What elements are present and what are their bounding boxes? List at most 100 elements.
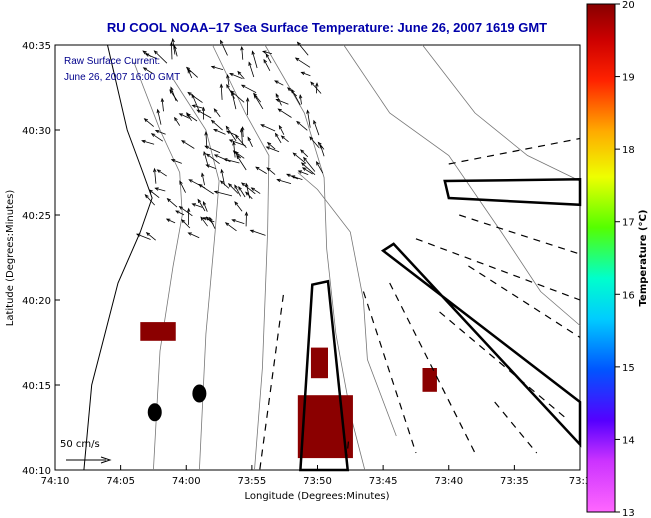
current-arrow bbox=[266, 146, 280, 153]
current-arrow-head bbox=[187, 232, 192, 236]
current-arrow bbox=[241, 182, 256, 195]
current-arrow bbox=[232, 219, 245, 224]
x-tick-label: 74:10 bbox=[41, 476, 70, 487]
current-arrow-head bbox=[300, 71, 305, 76]
current-arrow-head bbox=[201, 106, 206, 111]
current-arrow bbox=[206, 153, 220, 165]
current-arrow-head bbox=[142, 67, 148, 71]
current-arrow bbox=[149, 189, 160, 199]
current-arrow bbox=[203, 201, 208, 212]
current-arrow bbox=[187, 69, 193, 79]
current-arrow-head bbox=[187, 91, 192, 96]
current-arrow bbox=[186, 113, 198, 122]
current-arrow bbox=[201, 173, 205, 186]
current-arrow bbox=[225, 126, 237, 142]
current-arrow bbox=[154, 50, 168, 64]
contour-line bbox=[343, 44, 581, 326]
current-arrow-head bbox=[204, 131, 208, 136]
current-arrow bbox=[179, 206, 193, 217]
current-arrow bbox=[300, 149, 309, 158]
current-arrow bbox=[238, 186, 246, 198]
current-arrow bbox=[227, 74, 230, 86]
colorbar-label: Temperature (°C) bbox=[638, 210, 649, 307]
current-arrow-head bbox=[265, 53, 270, 58]
current-arrow bbox=[316, 83, 318, 94]
current-arrow-head bbox=[135, 233, 141, 237]
x-tick-label: 73:55 bbox=[237, 476, 266, 487]
current-arrow-head bbox=[248, 61, 252, 66]
current-arrow bbox=[298, 170, 309, 175]
current-arrow bbox=[281, 135, 289, 143]
current-arrow bbox=[262, 51, 273, 55]
current-arrow-head bbox=[291, 88, 295, 94]
current-arrow-head bbox=[300, 149, 305, 154]
current-arrow bbox=[297, 42, 309, 56]
current-arrow-head bbox=[232, 150, 237, 155]
current-arrow bbox=[200, 216, 208, 227]
current-arrow bbox=[146, 232, 156, 241]
current-arrow bbox=[226, 84, 235, 99]
current-arrow bbox=[278, 108, 292, 118]
current-arrow bbox=[144, 118, 154, 127]
current-arrow bbox=[211, 120, 223, 131]
current-arrow-head bbox=[220, 168, 224, 174]
scale-label: 50 cm/s bbox=[60, 439, 100, 450]
current-arrow bbox=[187, 92, 203, 103]
current-arrow-head bbox=[278, 124, 283, 130]
current-arrow bbox=[179, 181, 186, 193]
current-arrow-head bbox=[170, 86, 174, 91]
current-arrow-head bbox=[196, 109, 201, 114]
y-axis: 40:10 40:15 40:20 40:25 40:30 40:35 bbox=[22, 41, 60, 477]
current-arrow-head bbox=[319, 144, 323, 149]
current-arrow bbox=[302, 167, 313, 175]
current-arrow-head bbox=[240, 84, 246, 89]
current-arrow-head bbox=[263, 58, 268, 64]
colorbar-tick-label: 15 bbox=[622, 363, 635, 374]
dashed-ray bbox=[389, 282, 476, 454]
current-arrow bbox=[251, 187, 261, 194]
current-arrow bbox=[291, 89, 301, 106]
current-arrow bbox=[250, 229, 266, 236]
current-arrow-head bbox=[178, 113, 184, 117]
current-arrow-head bbox=[185, 66, 191, 71]
current-arrow-head bbox=[227, 183, 233, 188]
contour-line bbox=[297, 172, 397, 437]
plot-area: Raw Surface Current: June 26, 2007 16:00… bbox=[54, 37, 582, 472]
current-arrow-head bbox=[238, 186, 242, 191]
bathymetry-contours bbox=[133, 44, 581, 471]
current-arrow bbox=[171, 42, 173, 60]
current-arrow bbox=[186, 67, 198, 78]
colorbar-tick-label: 17 bbox=[622, 218, 635, 229]
current-arrow bbox=[275, 93, 282, 106]
current-arrow-head bbox=[309, 136, 314, 141]
colorbar-tick-label: 18 bbox=[622, 145, 635, 156]
current-arrow bbox=[198, 184, 214, 195]
current-arrow-head bbox=[234, 134, 239, 139]
current-arrow-head bbox=[261, 50, 267, 54]
current-arrow bbox=[142, 50, 152, 57]
current-arrow bbox=[155, 130, 166, 135]
current-arrow-head bbox=[145, 232, 151, 236]
current-arrow bbox=[277, 179, 292, 184]
y-axis-label: Latitude (Degrees:Minutes) bbox=[5, 190, 16, 327]
current-arrow bbox=[266, 167, 276, 175]
current-arrow-head bbox=[245, 191, 250, 196]
current-arrow-head bbox=[144, 194, 149, 199]
current-arrow bbox=[274, 80, 284, 86]
current-arrow bbox=[234, 151, 245, 159]
current-arrow bbox=[278, 125, 285, 135]
current-arrow-head bbox=[250, 187, 255, 192]
current-arrow bbox=[228, 183, 239, 194]
current-arrow-head bbox=[179, 180, 183, 185]
y-tick-label: 40:20 bbox=[22, 296, 51, 307]
current-arrow-head bbox=[237, 70, 242, 76]
current-arrow-head bbox=[144, 53, 150, 57]
current-arrow-head bbox=[286, 173, 291, 178]
current-arrow-head bbox=[181, 219, 186, 224]
current-arrow bbox=[181, 219, 191, 229]
current-arrow bbox=[316, 161, 324, 174]
contour-line bbox=[422, 44, 581, 182]
current-arrow-head bbox=[202, 200, 207, 206]
current-arrow-head bbox=[224, 222, 230, 227]
current-arrow bbox=[255, 166, 267, 174]
